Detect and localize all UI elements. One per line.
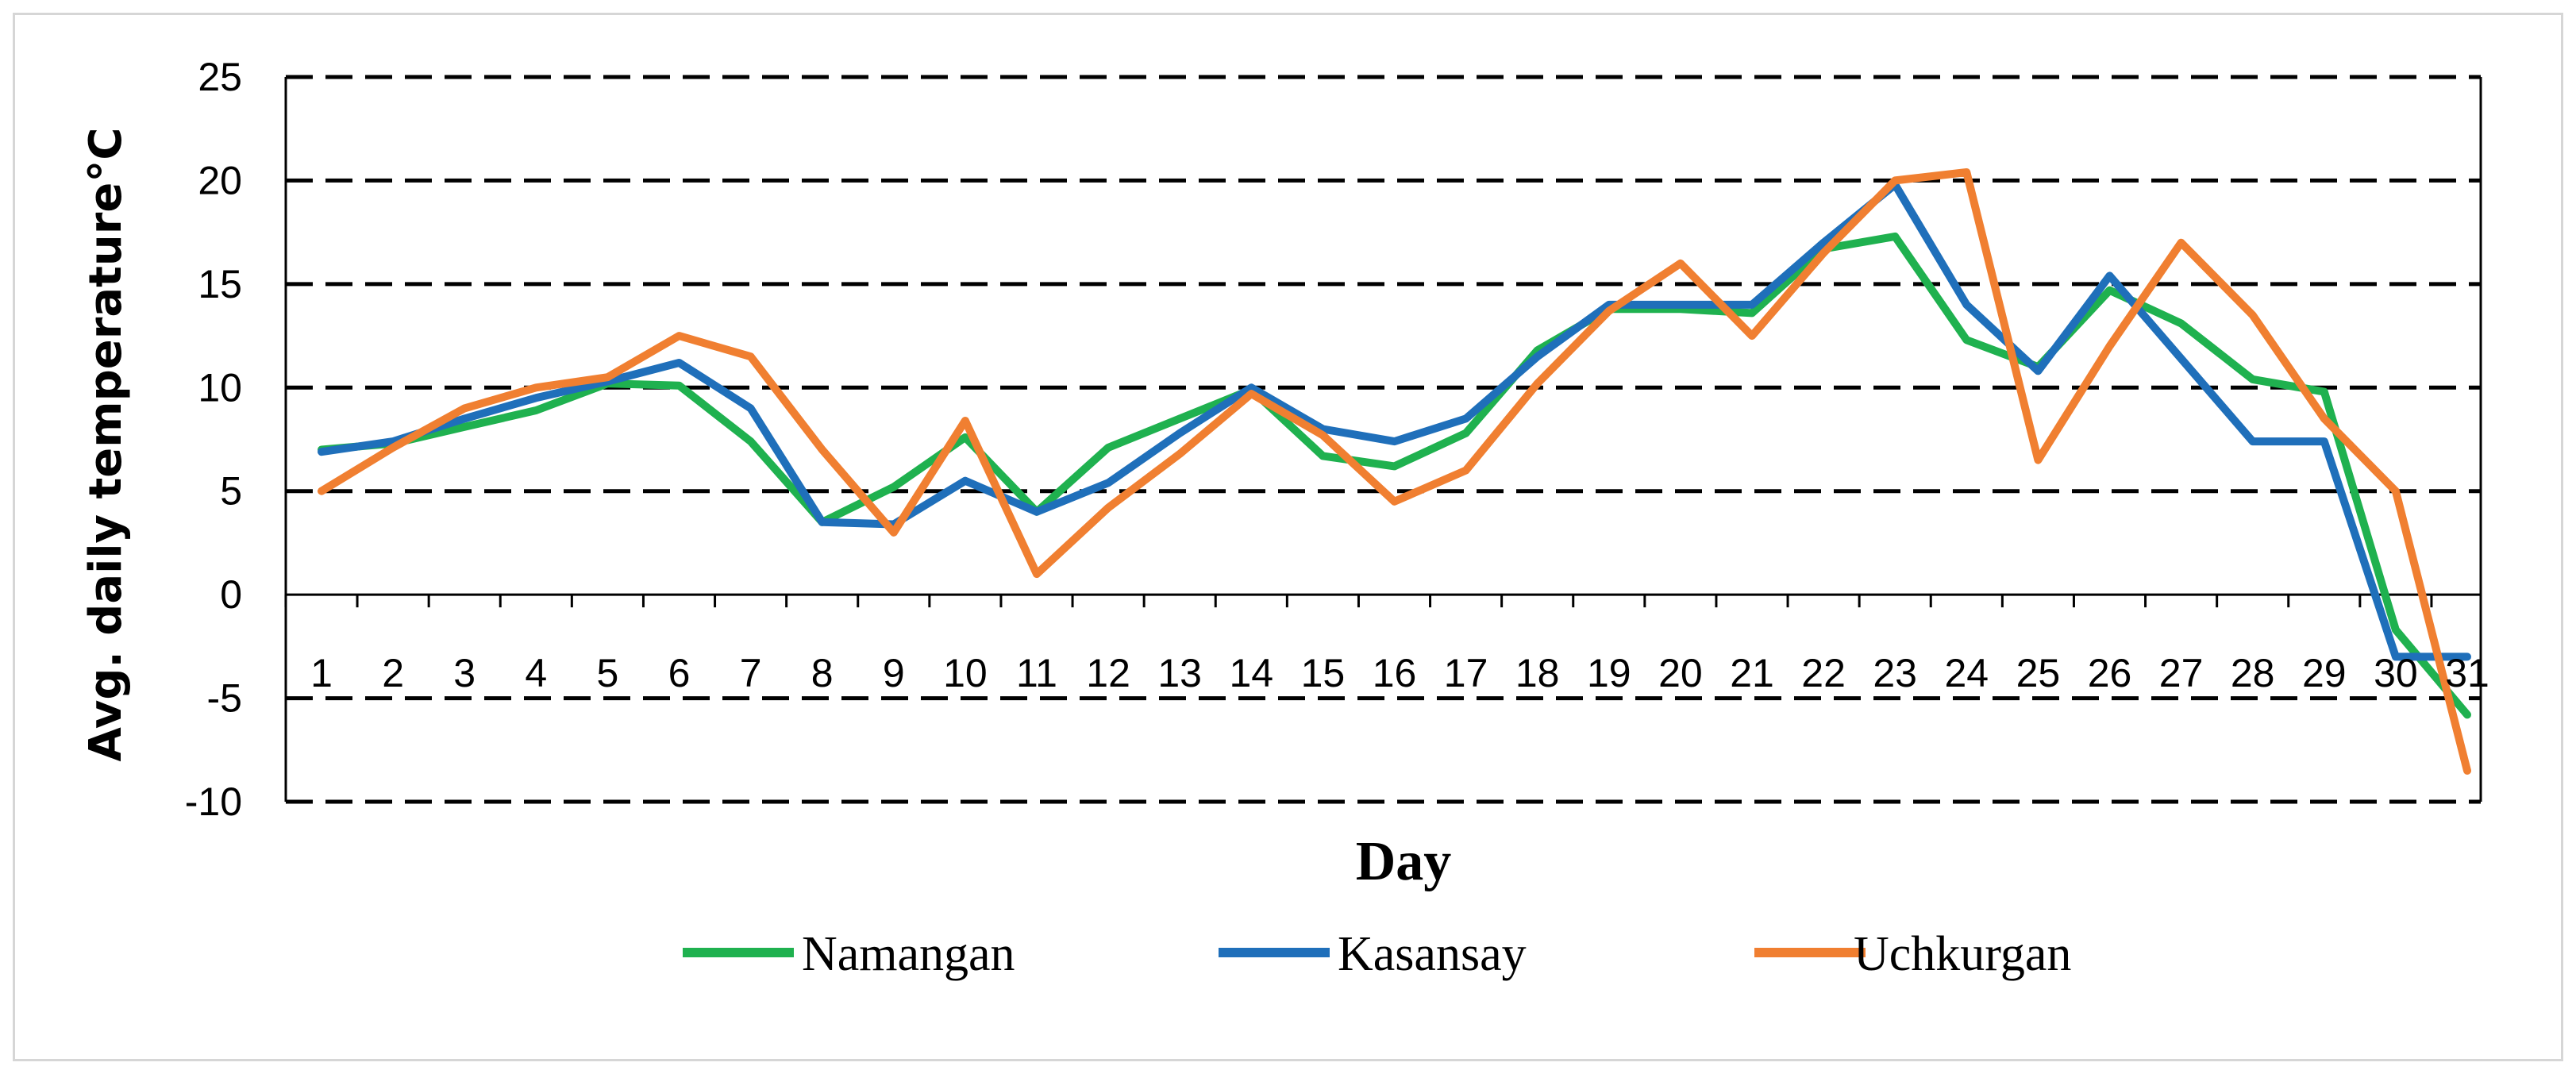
x-tick-label: 30: [2374, 651, 2418, 695]
x-tick-label: 1: [310, 651, 333, 695]
x-tick-label: 5: [596, 651, 618, 695]
series-line-uchkurgan: [318, 168, 2471, 775]
y-tick-labels: 25 20 15 10 5 0 -5 -10: [185, 55, 242, 824]
x-tick-label: 18: [1515, 651, 1560, 695]
x-tick-label: 31: [2445, 651, 2489, 695]
y-tick-label: 10: [198, 365, 242, 410]
x-axis-label: Day: [1356, 831, 1452, 892]
x-tick-label: 20: [1658, 651, 1703, 695]
x-tick-label: 9: [883, 651, 905, 695]
series-line-namangan: [318, 232, 2471, 719]
x-tick-label: 28: [2231, 651, 2275, 695]
x-tick-label: 16: [1373, 651, 1417, 695]
x-tick-labels: 1 2 3 4 5 6 7 8 9 10 11 12 13 14 15 16 17 18 19 20 21 22 23 24 2…: [310, 651, 2489, 695]
axes: [284, 77, 2482, 802]
x-tick-label: 7: [740, 651, 762, 695]
x-tick-label: 27: [2159, 651, 2204, 695]
x-tick-label: 6: [668, 651, 691, 695]
y-tick-label: -10: [185, 780, 242, 824]
x-tick-label: 11: [1016, 651, 1057, 695]
series-lines: [318, 168, 2471, 775]
y-tick-label: 25: [198, 55, 242, 99]
x-tick-label: 29: [2302, 651, 2347, 695]
y-tick-label: 5: [220, 469, 242, 514]
x-tick-label: 17: [1444, 651, 1488, 695]
x-tick-label: 22: [1801, 651, 1846, 695]
legend-label-uchkurgan: Uchkurgan: [1854, 927, 2071, 981]
x-tick-label: 2: [382, 651, 404, 695]
y-tick-label: 20: [198, 158, 242, 202]
legend: Namangan Kasansay Uchkurgan: [683, 927, 2071, 981]
chart-frame: [13, 13, 2563, 1061]
x-tick-label: 26: [2088, 651, 2132, 695]
x-tick-label: 23: [1873, 651, 1917, 695]
series-line-kasansay: [318, 180, 2471, 661]
x-tick-label: 10: [943, 651, 988, 695]
x-tick-label: 24: [1944, 651, 1989, 695]
x-tick-label: 12: [1086, 651, 1130, 695]
y-tick-label: 15: [198, 262, 242, 306]
legend-label-namangan: Namangan: [802, 927, 1015, 981]
y-axis-label: Avg. daily temperature°C: [80, 128, 132, 762]
x-tick-label: 4: [525, 651, 547, 695]
y-tick-label: -5: [207, 676, 242, 721]
x-tick-label: 3: [453, 651, 476, 695]
y-tick-label: 0: [220, 572, 242, 617]
x-tick-label: 25: [2016, 651, 2061, 695]
x-tick-label: 8: [811, 651, 834, 695]
x-tick-label: 14: [1229, 651, 1273, 695]
legend-label-kasansay: Kasansay: [1338, 927, 1527, 981]
x-tick-label: 21: [1730, 651, 1774, 695]
x-tick-label: 13: [1157, 651, 1202, 695]
x-tick-label: 19: [1587, 651, 1631, 695]
x-tick-label: 15: [1301, 651, 1346, 695]
